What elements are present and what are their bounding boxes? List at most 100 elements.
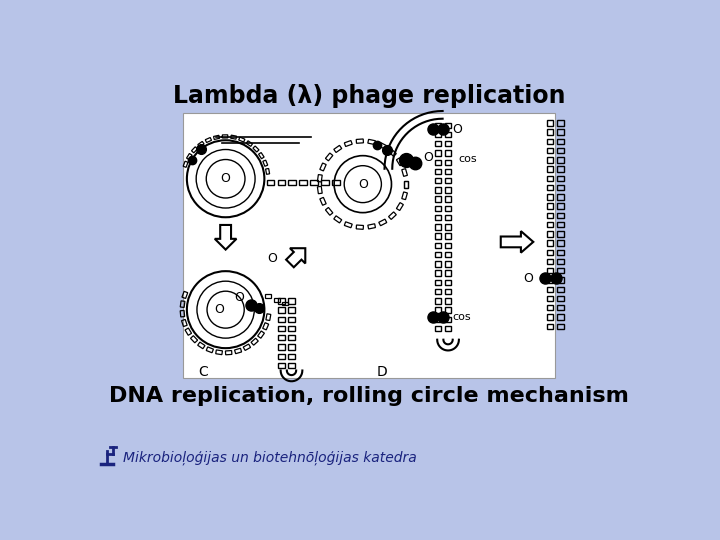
Bar	[445, 197, 451, 202]
Bar	[300, 180, 307, 185]
Bar	[263, 323, 269, 330]
Bar	[445, 141, 451, 146]
Bar	[334, 145, 342, 152]
Text: O: O	[423, 151, 433, 165]
Bar	[435, 132, 441, 137]
Bar	[258, 331, 264, 338]
Bar	[246, 141, 253, 146]
Text: Lambda (λ) phage replication: Lambda (λ) phage replication	[173, 84, 565, 107]
Bar	[557, 231, 564, 237]
Bar	[206, 347, 213, 353]
Bar	[368, 224, 375, 229]
Bar	[279, 345, 284, 350]
Bar	[289, 307, 294, 313]
Bar	[182, 292, 188, 299]
Bar	[191, 336, 197, 343]
Bar	[277, 180, 285, 185]
Bar	[547, 278, 554, 283]
Bar	[435, 307, 441, 313]
Bar	[547, 194, 554, 200]
Bar	[325, 207, 333, 215]
Bar	[379, 143, 387, 149]
Bar	[547, 231, 554, 237]
Bar	[557, 204, 564, 209]
Bar	[289, 363, 294, 368]
Bar	[263, 160, 268, 166]
Bar	[435, 316, 441, 322]
Bar	[289, 316, 294, 322]
Text: cos: cos	[458, 154, 477, 164]
Bar	[445, 316, 451, 322]
Bar	[557, 305, 564, 310]
Bar	[258, 152, 264, 159]
Text: D: D	[377, 365, 387, 379]
Bar	[225, 350, 232, 355]
Bar	[557, 213, 564, 218]
Bar	[279, 363, 284, 368]
Bar	[557, 296, 564, 301]
Bar	[344, 140, 352, 146]
Bar	[183, 112, 555, 378]
Bar	[282, 301, 289, 306]
Bar	[334, 216, 342, 223]
Bar	[332, 180, 340, 185]
Text: C: C	[199, 365, 208, 379]
Text: O: O	[523, 272, 534, 285]
Bar	[435, 233, 441, 239]
Bar	[547, 185, 554, 190]
Bar	[557, 287, 564, 292]
Bar	[435, 197, 441, 202]
Bar	[445, 206, 451, 211]
Bar	[435, 252, 441, 257]
Bar	[235, 348, 242, 354]
Text: cos: cos	[452, 312, 471, 322]
PathPatch shape	[500, 231, 534, 253]
Bar	[368, 139, 375, 145]
Bar	[289, 298, 294, 303]
Bar	[222, 135, 228, 138]
Bar	[547, 176, 554, 181]
Bar	[181, 320, 187, 327]
Bar	[379, 219, 387, 226]
Bar	[435, 150, 441, 156]
Bar	[435, 326, 441, 331]
Bar	[180, 310, 184, 317]
Bar	[214, 136, 220, 139]
Bar	[289, 354, 294, 359]
Bar	[445, 215, 451, 220]
Bar	[445, 159, 451, 165]
Bar	[404, 181, 408, 187]
Bar	[389, 212, 396, 219]
Text: O: O	[215, 303, 225, 316]
Bar	[547, 314, 554, 320]
Bar	[445, 252, 451, 257]
Bar	[289, 326, 294, 331]
Bar	[445, 298, 451, 303]
Bar	[397, 158, 403, 166]
Bar	[547, 148, 554, 153]
Bar	[547, 166, 554, 172]
PathPatch shape	[286, 248, 305, 267]
Bar	[239, 137, 245, 142]
Bar	[279, 354, 284, 359]
Bar	[243, 344, 251, 350]
Bar	[445, 307, 451, 313]
Text: O: O	[452, 123, 462, 136]
Bar	[186, 153, 192, 160]
Bar	[279, 335, 284, 340]
Bar	[557, 166, 564, 172]
Bar	[547, 296, 554, 301]
Bar	[216, 350, 222, 355]
Bar	[205, 138, 212, 143]
PathPatch shape	[215, 225, 236, 249]
Bar	[435, 271, 441, 276]
Bar	[557, 323, 564, 329]
Bar	[289, 345, 294, 350]
Bar	[557, 240, 564, 246]
Bar	[557, 176, 564, 181]
Bar	[445, 280, 451, 285]
Bar	[320, 163, 326, 171]
Bar	[435, 187, 441, 193]
Text: O: O	[234, 291, 244, 304]
Bar	[251, 338, 258, 345]
